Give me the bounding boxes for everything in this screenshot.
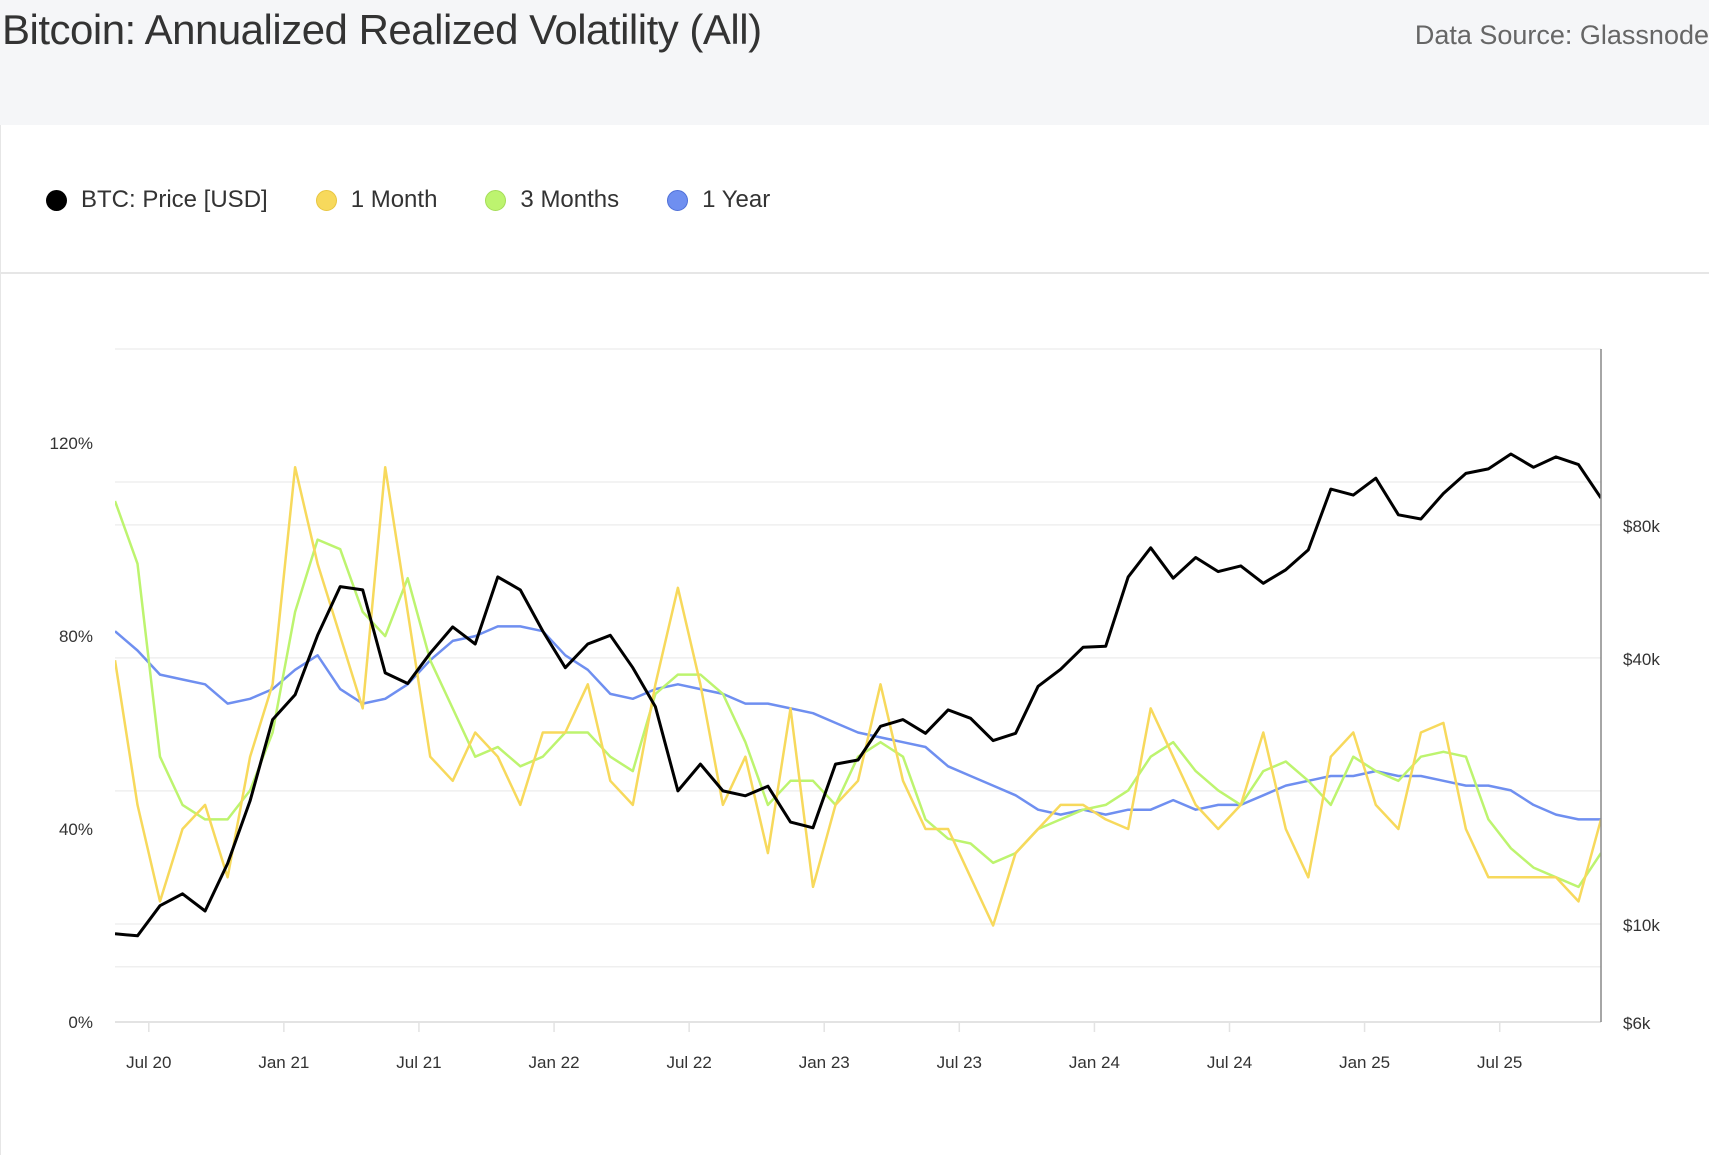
y-left-tick-label: 0% bbox=[68, 1013, 93, 1032]
legend-label: 1 Year bbox=[702, 186, 771, 213]
x-tick-label: Jul 23 bbox=[937, 1053, 982, 1072]
gridlines bbox=[115, 348, 1601, 968]
x-tick-label: Jan 24 bbox=[1069, 1053, 1120, 1072]
y-right-tick-label: $80k bbox=[1623, 517, 1660, 536]
series-line-1-month bbox=[115, 465, 1601, 927]
x-tick-label: Jan 21 bbox=[258, 1053, 309, 1072]
legend-dot-icon bbox=[667, 189, 689, 211]
series-lines bbox=[115, 452, 1601, 938]
legend-item-btc-price[interactable]: BTC: Price [USD] bbox=[46, 186, 268, 214]
data-source-label: Data Source: Glassnode bbox=[1414, 20, 1709, 50]
x-tick-label: Jan 23 bbox=[799, 1053, 850, 1072]
page-title: Bitcoin: Annualized Realized Volatility … bbox=[2, 6, 762, 53]
legend-dot-icon bbox=[46, 189, 67, 211]
x-tick-label: Jul 25 bbox=[1477, 1053, 1522, 1072]
legend-dot-icon bbox=[485, 189, 507, 211]
y-left-tick-label: 40% bbox=[59, 820, 93, 839]
x-tick-label: Jul 20 bbox=[126, 1053, 171, 1072]
y-left-tick-label: 80% bbox=[59, 627, 93, 646]
x-tick-label: Jan 22 bbox=[529, 1053, 580, 1072]
legend-item-1-year[interactable]: 1 Year bbox=[667, 186, 770, 214]
x-tick-label: Jul 21 bbox=[396, 1053, 441, 1072]
legend: BTC: Price [USD] 1 Month 3 Months 1 Year bbox=[46, 186, 818, 214]
legend-dot-icon bbox=[315, 189, 337, 211]
chart-panel bbox=[0, 125, 1709, 1155]
axes: 0% 40% 80% 120% $6k $10k $40k $80k Jul 20 Jan 21 J… bbox=[50, 349, 1660, 1072]
y-right-tick-label: $6k bbox=[1623, 1014, 1651, 1033]
x-tick-label: Jan 25 bbox=[1339, 1053, 1390, 1072]
legend-item-3-months[interactable]: 3 Months bbox=[485, 186, 619, 214]
x-tick-label: Jul 22 bbox=[666, 1053, 711, 1072]
legend-label: 1 Month bbox=[350, 186, 438, 213]
divider bbox=[0, 272, 1709, 274]
y-right-tick-label: $40k bbox=[1623, 650, 1660, 669]
series-line-3-months bbox=[115, 500, 1601, 889]
series-line-btc-price-usd bbox=[115, 452, 1601, 938]
legend-label: 3 Months bbox=[520, 186, 620, 213]
y-left-tick-label: 120% bbox=[50, 434, 93, 453]
y-right-tick-label: $10k bbox=[1623, 916, 1660, 935]
x-tick-label: Jul 24 bbox=[1207, 1053, 1252, 1072]
legend-item-1-month[interactable]: 1 Month bbox=[315, 186, 438, 214]
legend-label: BTC: Price [USD] bbox=[81, 186, 268, 213]
